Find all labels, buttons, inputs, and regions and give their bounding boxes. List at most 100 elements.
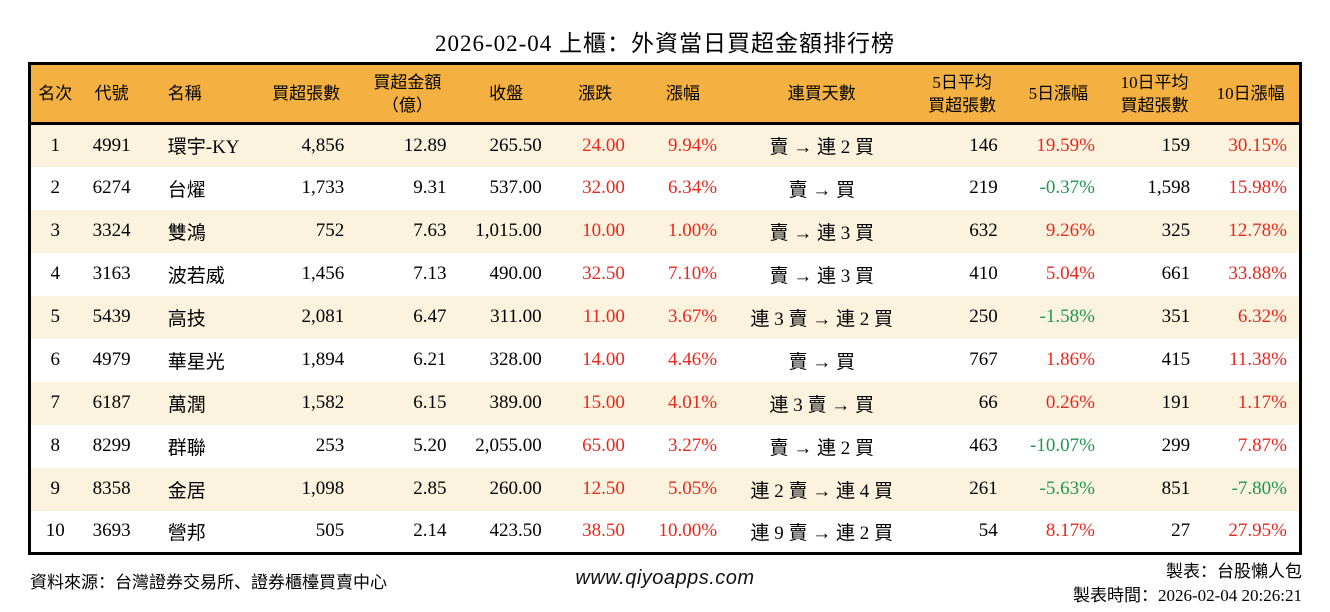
column-header-code: 代號 [79, 63, 144, 125]
cell-net_buy_lots: 752 [315, 220, 345, 241]
cell-name: 台燿 [167, 179, 206, 201]
cell-avg10_lots: 27 [1171, 520, 1191, 542]
cell-consecutive: 賣 → 買 [788, 351, 856, 373]
cell-avg10_lots: 415 [1161, 349, 1191, 370]
cell-chg10_pct: 15.98% [1228, 177, 1287, 198]
cell-change: 65.00 [582, 435, 625, 456]
cell-name: 群聯 [167, 437, 206, 459]
cell-chg10_pct: 27.95% [1228, 520, 1287, 542]
column-header-name: 名稱 [143, 63, 256, 125]
table-row: 4 3163 波若威 1,456 7.13 490.00 32.50 7.10% 賣 → 連 3… [30, 253, 1301, 296]
made-time-label: 製表時間：2026-02-04 20:26:21 [1072, 586, 1302, 605]
cell-consecutive: 賣 → 連 2 買 [769, 137, 875, 159]
cell-rank: 5 [50, 306, 61, 327]
cell-net_buy_amount: 5.20 [413, 435, 447, 456]
cell-rank: 7 [50, 392, 61, 413]
cell-consecutive: 賣 → 連 3 買 [769, 222, 875, 244]
cell-net_buy_lots: 1,733 [301, 177, 345, 198]
table-header-row: 名次 代號 名稱 買超張數 買超金額 （億） 收盤 漲跌 漲幅 連買天數 5日平均 買超張數 5日漲… [29, 63, 1301, 125]
cell-code: 8299 [92, 435, 131, 456]
cell-net_buy_amount: 6.47 [413, 306, 447, 327]
table-row: 1 4991 環宇-KY 4,856 12.89 265.50 24.00 9.94% 賣 → … [29, 123, 1301, 167]
cell-code: 3693 [92, 520, 131, 542]
cell-name: 雙鴻 [167, 222, 206, 244]
cell-avg5_lots: 463 [969, 435, 998, 456]
cell-name: 波若威 [167, 265, 225, 287]
cell-net_buy_amount: 6.15 [413, 392, 447, 413]
cell-rank: 2 [50, 177, 61, 198]
cell-net_buy_lots: 1,098 [301, 478, 345, 499]
column-header-net_buy_lots: 買超張數 [256, 63, 357, 125]
cell-consecutive: 連 9 賣 → 連 2 買 [750, 522, 894, 544]
cell-code: 4991 [92, 134, 131, 156]
ranking-table: 名次 代號 名稱 買超張數 買超金額 （億） 收盤 漲跌 漲幅 連買天數 5日平均 買超張數 5日漲… [28, 62, 1302, 555]
page-title: 2026-02-04 上櫃：外資當日買超金額排行榜 [434, 31, 896, 56]
cell-change_pct: 1.00% [668, 220, 718, 241]
cell-change_pct: 6.34% [668, 177, 718, 198]
cell-rank: 10 [45, 520, 65, 542]
cell-close: 423.50 [489, 520, 542, 542]
cell-close: 490.00 [489, 263, 542, 284]
website-link[interactable]: www.qiyoapps.com [575, 567, 755, 589]
cell-chg5_pct: 8.17% [1045, 520, 1095, 542]
cell-net_buy_amount: 6.21 [413, 349, 447, 370]
cell-code: 8358 [92, 478, 131, 499]
cell-avg5_lots: 261 [969, 478, 998, 499]
column-header-rank: 名次 [29, 63, 80, 125]
cell-change_pct: 9.94% [668, 134, 718, 156]
cell-change: 32.50 [582, 263, 625, 284]
cell-name: 華星光 [167, 351, 225, 373]
cell-code: 6187 [92, 392, 131, 413]
cell-chg10_pct: 11.38% [1229, 349, 1287, 370]
column-header-net_buy_amount: 買超金額 （億） [356, 63, 459, 125]
cell-chg10_pct: 30.15% [1228, 134, 1287, 156]
cell-close: 537.00 [489, 177, 542, 198]
cell-net_buy_lots: 505 [315, 520, 345, 542]
cell-code: 6274 [92, 177, 131, 198]
cell-avg5_lots: 250 [969, 306, 998, 327]
cell-change: 15.00 [582, 392, 625, 413]
column-header-close: 收盤 [458, 63, 554, 125]
cell-close: 1,015.00 [475, 220, 542, 241]
cell-close: 311.00 [490, 306, 542, 327]
cell-chg5_pct: 9.26% [1045, 220, 1095, 241]
table-row: 3 3324 雙鴻 752 7.63 1,015.00 10.00 1.00% 賣 → 連 3 … [29, 209, 1301, 253]
cell-name: 營邦 [167, 522, 206, 544]
cell-consecutive: 賣 → 連 3 買 [769, 265, 875, 287]
cell-avg10_lots: 1,598 [1147, 177, 1191, 198]
cell-name: 金居 [167, 480, 206, 502]
cell-chg5_pct: 19.59% [1036, 134, 1095, 156]
cell-change: 24.00 [582, 134, 625, 156]
cell-chg10_pct: 12.78% [1228, 220, 1287, 241]
cell-chg5_pct: 0.26% [1045, 392, 1095, 413]
cell-change: 14.00 [582, 349, 625, 370]
cell-close: 389.00 [489, 392, 542, 413]
table-body: 1 4991 環宇-KY 4,856 12.89 265.50 24.00 9.94% 賣 → … [29, 123, 1301, 554]
cell-change: 10.00 [582, 220, 625, 241]
cell-avg10_lots: 325 [1161, 220, 1191, 241]
cell-avg10_lots: 191 [1161, 392, 1191, 413]
column-header-avg10_lots: 10日平均 買超張數 [1106, 63, 1203, 125]
cell-name: 環宇-KY [167, 137, 240, 159]
cell-avg10_lots: 851 [1161, 478, 1191, 499]
cell-code: 3324 [92, 220, 131, 241]
cell-rank: 3 [50, 220, 61, 241]
data-source-note: 資料來源：台灣證券交易所、證券櫃檯買賣中心 [30, 573, 387, 592]
cell-change: 11.00 [582, 306, 625, 327]
cell-net_buy_lots: 1,582 [301, 392, 345, 413]
cell-rank: 9 [50, 478, 61, 499]
cell-net_buy_lots: 2,081 [301, 306, 345, 327]
cell-net_buy_amount: 2.14 [413, 520, 447, 542]
cell-avg5_lots: 146 [969, 134, 998, 156]
cell-net_buy_amount: 2.85 [413, 478, 447, 499]
cell-avg5_lots: 54 [978, 520, 998, 542]
cell-rank: 6 [50, 349, 61, 370]
cell-chg10_pct: 7.87% [1237, 435, 1287, 456]
table-row: 9 8358 金居 1,098 2.85 260.00 12.50 5.05% 連 2 賣 → … [29, 467, 1301, 511]
cell-net_buy_amount: 12.89 [403, 134, 447, 156]
cell-consecutive: 賣 → 連 2 買 [769, 437, 875, 459]
column-header-change: 漲跌 [553, 63, 637, 125]
cell-chg10_pct: 1.17% [1237, 392, 1287, 413]
credits-block: 製表：台股懶人包 製表時間：2026-02-04 20:26:21 [1073, 560, 1302, 608]
cell-chg5_pct: 5.04% [1045, 263, 1095, 284]
